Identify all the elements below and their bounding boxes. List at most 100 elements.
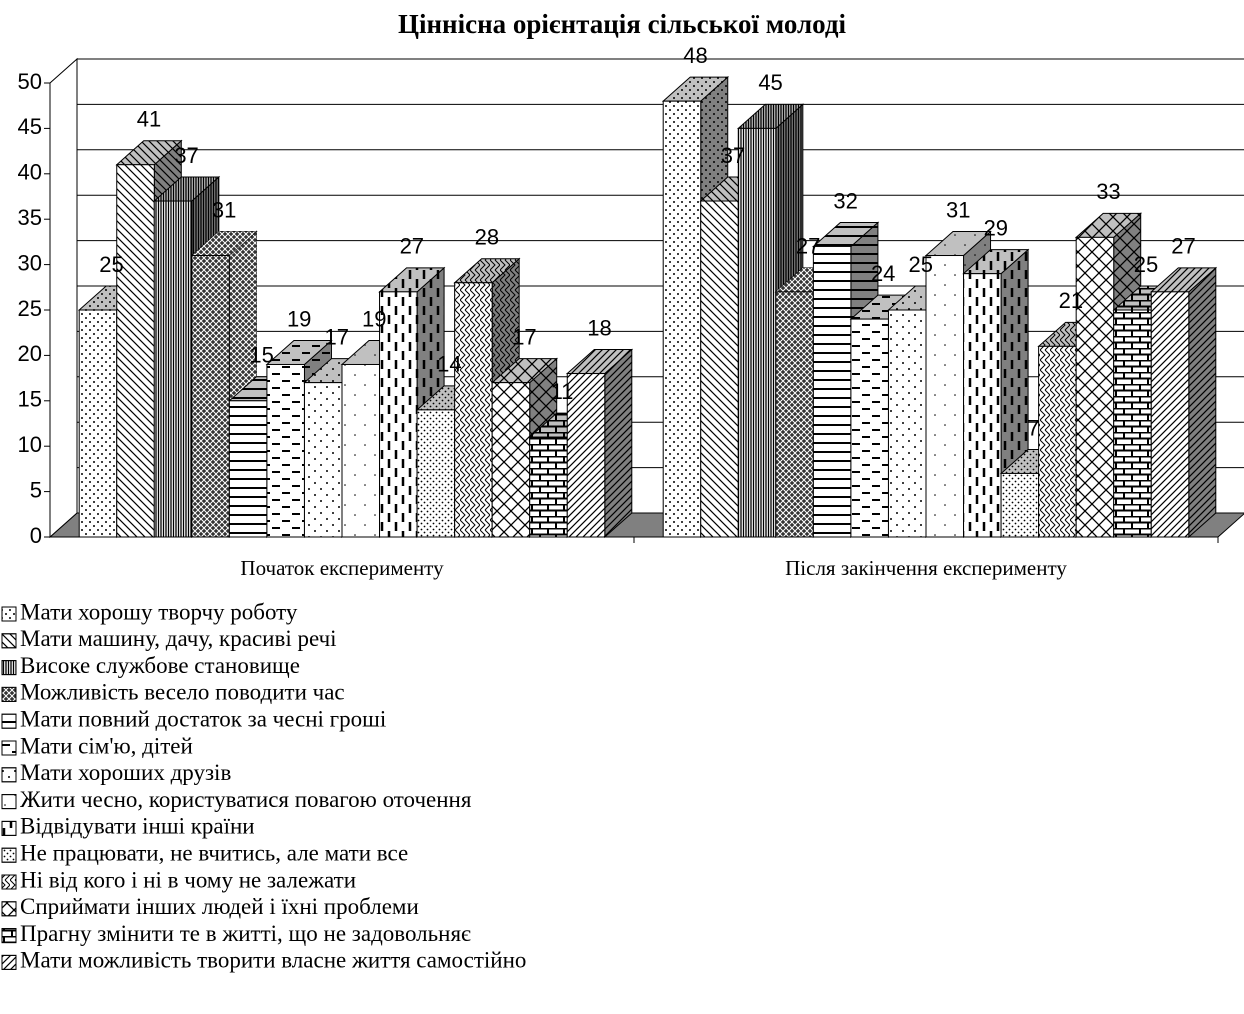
value-label: 19: [287, 306, 311, 331]
legend-swatch: [1, 954, 17, 970]
value-label: 41: [137, 107, 161, 132]
legend-label: Мати хорошу творчу роботу: [20, 599, 298, 624]
bar: [454, 282, 493, 538]
bar-top-pattern: [813, 222, 878, 247]
legend-label: Мати машину, дачу, красиві речі: [20, 626, 337, 651]
value-label: 33: [1096, 179, 1120, 204]
bar-top-pattern: [116, 140, 182, 165]
bar: [191, 255, 230, 538]
bar: [228, 400, 268, 538]
value-label: 32: [833, 188, 857, 213]
bar: [775, 291, 814, 538]
bar-side-pattern: [604, 349, 632, 537]
legend-swatch: [1, 713, 17, 729]
value-label: 27: [796, 234, 820, 259]
value-label: 17: [512, 324, 536, 349]
bar-top-pattern: [963, 249, 1029, 274]
legend-label: Можливість весело поводити час: [20, 680, 345, 705]
bar: [1150, 291, 1190, 538]
bar-side-pattern: [1188, 267, 1216, 537]
value-label: 31: [212, 197, 236, 222]
value-label: 27: [400, 234, 424, 259]
legend-label: Високе службове становище: [20, 653, 300, 678]
y-tick-label: 40: [18, 160, 42, 185]
legend-label: Жити чесно, користуватися повагою оточен…: [20, 787, 472, 812]
y-tick-label: 35: [18, 205, 42, 230]
bar: [416, 409, 456, 538]
value-label: 18: [587, 315, 611, 340]
legend-swatch: [1, 847, 17, 863]
y-tick-label: 50: [18, 69, 42, 94]
y-tick-label: 45: [18, 114, 42, 139]
value-label: 29: [984, 215, 1008, 240]
bar: [153, 200, 193, 538]
legend-swatch: [1, 794, 17, 810]
y-tick-label: 10: [18, 432, 42, 457]
x-tick-label: Початок експерименту: [240, 556, 444, 580]
bar: [1000, 472, 1040, 538]
bar: [529, 436, 568, 538]
bar: [812, 245, 852, 538]
legend-swatch: [1, 740, 17, 756]
bar: [1038, 345, 1077, 538]
bar: [303, 382, 343, 538]
value-label: 14: [437, 352, 461, 377]
legend-label: Мати повний достаток за чесні гроші: [20, 706, 386, 731]
y-tick-label: 25: [18, 296, 42, 321]
bar: [963, 273, 1002, 538]
legend-label: Сприймати інших людей і їхні проблеми: [20, 894, 419, 919]
legend-swatch: [1, 767, 17, 783]
value-label: 11: [551, 379, 574, 404]
x-tick-label: Після закінчення експерименту: [785, 556, 1067, 580]
bar: [1075, 236, 1115, 538]
legend-swatch: [1, 606, 17, 622]
value-label: 28: [475, 225, 499, 250]
value-label: 24: [871, 261, 895, 286]
value-label: 17: [324, 324, 348, 349]
bar-top-pattern: [663, 77, 728, 102]
value-label: 21: [1059, 288, 1083, 313]
y-tick-label: 5: [30, 477, 42, 502]
bar-top-pattern: [379, 267, 445, 292]
legend-swatch: [1, 633, 17, 649]
bar-top-pattern: [926, 231, 991, 256]
bar: [566, 373, 606, 538]
value-label: 37: [721, 143, 745, 168]
bar: [925, 255, 965, 538]
value-label: 19: [362, 306, 386, 331]
value-label: 48: [683, 43, 707, 68]
value-label: 45: [758, 70, 782, 95]
bar: [737, 127, 777, 538]
legend-swatch: [1, 928, 17, 944]
y-tick-label: 20: [18, 341, 42, 366]
value-label: 25: [99, 252, 123, 277]
bar-top-pattern: [567, 349, 632, 374]
legend-label: Прагну змінити те в житті, що не задовол…: [20, 921, 471, 946]
y-tick-label: 30: [18, 250, 42, 275]
bar-top-pattern: [154, 177, 219, 202]
bar: [887, 309, 927, 538]
bar: [266, 363, 305, 538]
legend-swatch: [1, 686, 17, 702]
bar: [78, 309, 118, 538]
bar: [341, 363, 381, 538]
bar-top-pattern: [1076, 213, 1141, 238]
value-label: 31: [946, 197, 970, 222]
bar: [116, 164, 155, 538]
legend-label: Відвідувати інші країни: [20, 814, 255, 839]
value-label: 27: [1171, 234, 1195, 259]
bar-top-pattern: [1151, 267, 1216, 292]
value-label: 37: [174, 143, 198, 168]
bar-top-pattern: [454, 258, 520, 283]
side-wall: [49, 57, 78, 539]
legend-swatch: [1, 874, 17, 890]
chart-title: Ціннісна орієнтація сільської молоді: [398, 9, 846, 39]
bar-top-pattern: [191, 231, 257, 256]
bar-top-pattern: [266, 340, 332, 365]
bar-top-pattern: [492, 358, 557, 383]
value-label: 25: [908, 252, 932, 277]
bar: [491, 382, 531, 538]
legend-swatch: [1, 660, 17, 676]
bar: [700, 200, 739, 538]
